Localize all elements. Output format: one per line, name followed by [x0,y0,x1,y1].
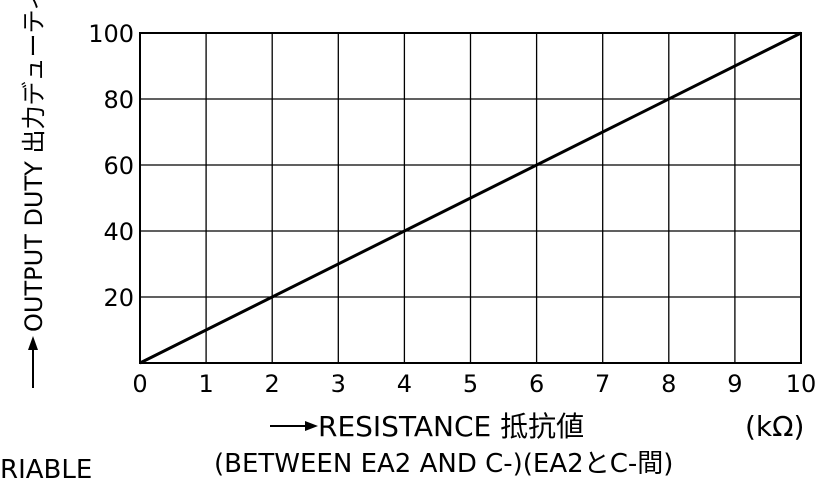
y-tick-label: 20 [103,284,134,312]
x-tick-label: 6 [529,370,544,398]
x-tick-label: 10 [786,370,817,398]
y-tick-label: 80 [103,86,134,114]
x-axis-unit: (kΩ) [745,410,804,443]
series-line [139,31,802,365]
x-tick-labels: 0 1 2 3 4 5 6 7 8 9 10 [132,370,816,398]
x-tick-label: 3 [331,370,346,398]
x-tick-label: 4 [397,370,412,398]
x-tick-label: 9 [727,370,742,398]
x-tick-label: 8 [661,370,676,398]
y-axis-label: OUTPUT DUTY 出力デューティ(%) [20,0,48,332]
y-axis-arrow [28,336,38,388]
series-group [139,31,802,365]
y-tick-label: 100 [88,20,134,48]
y-tick-label: 60 [103,152,134,180]
x-tick-label: 2 [265,370,280,398]
plot-border [139,32,802,364]
x-tick-label: 1 [198,370,213,398]
x-axis-label: RESISTANCE 抵抗値 [318,410,584,443]
cropped-text-fragment: RIABLE [0,455,92,481]
plot-frame [139,32,802,364]
y-tick-label: 40 [103,218,134,246]
x-tick-label: 0 [132,370,147,398]
x-tick-label: 5 [463,370,478,398]
x-axis-arrow [270,421,318,431]
y-tick-labels: 20 40 60 80 100 [88,20,134,312]
x-tick-label: 7 [595,370,610,398]
x-axis-sublabel: (BETWEEN EA2 AND C-)(EA2とC-間) [214,449,673,479]
